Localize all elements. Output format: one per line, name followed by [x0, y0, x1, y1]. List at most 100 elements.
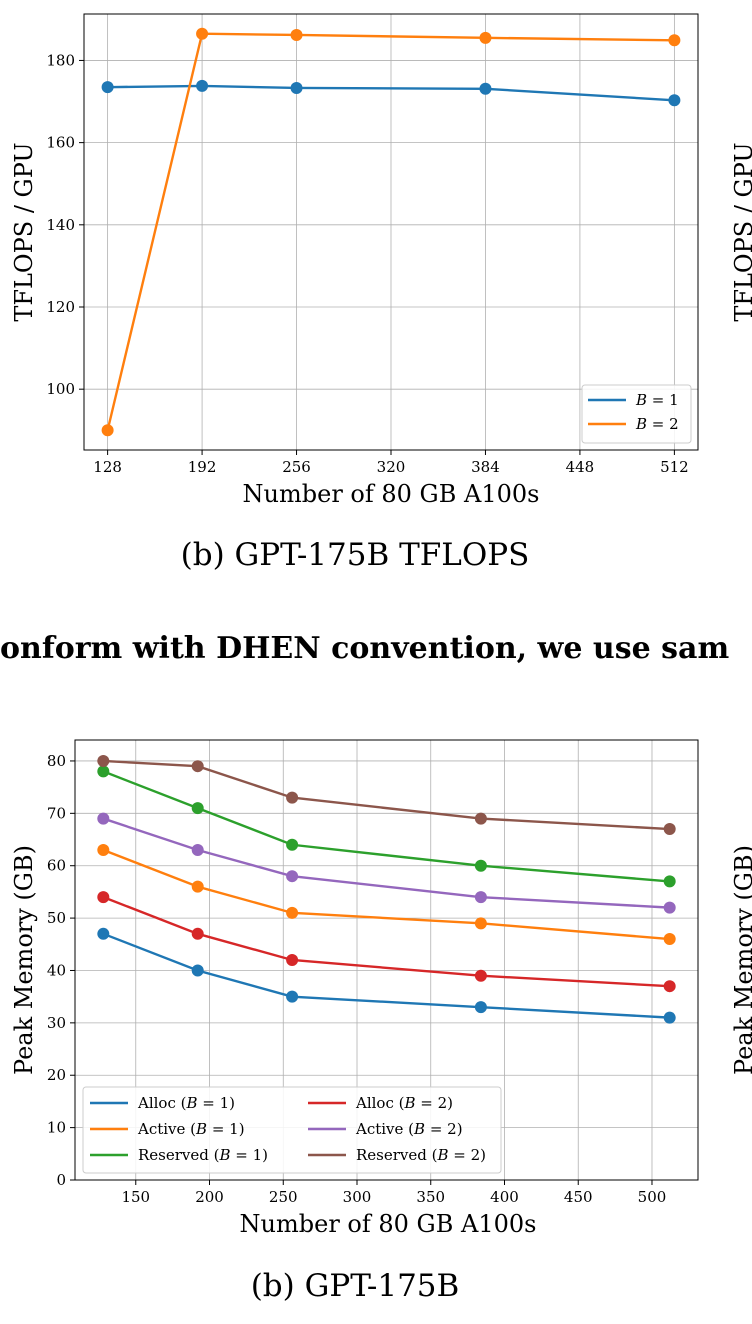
- top-x-tick-label: 256: [282, 458, 311, 476]
- bottom-ticks: 150 200 250 300 350 400 450 500 0 10 20 30 40 50 60 70 8…: [47, 752, 666, 1206]
- top-chart: 128 192 256 320 384 448 512 100 120 140 160 180 Num…: [10, 13, 752, 573]
- bottom-data-point: [286, 906, 299, 919]
- bottom-legend-entry: Alloc (B = 1): [137, 1094, 235, 1112]
- bottom-x-tick-label: 400: [490, 1188, 519, 1206]
- body-text-fragment: onform with DHEN convention, we use sam: [0, 631, 729, 666]
- top-data-point: [101, 424, 114, 437]
- bottom-y-tick-label: 0: [56, 1171, 66, 1189]
- bottom-data-point: [474, 917, 487, 930]
- bottom-y-tick-label: 60: [47, 857, 66, 875]
- bottom-data-point: [286, 791, 299, 804]
- bottom-data-point: [286, 990, 299, 1003]
- bottom-x-axis-label: Number of 80 GB A100s: [240, 1210, 537, 1238]
- top-y-tick-label: 180: [46, 51, 75, 69]
- top-data-point: [479, 82, 492, 95]
- top-data-point: [196, 79, 209, 92]
- top-x-tick-label: 384: [471, 458, 500, 476]
- bottom-data-point: [191, 964, 204, 977]
- bottom-data-point: [474, 812, 487, 825]
- bottom-legend: Alloc (B = 1) Active (B = 1) Reserved (B =…: [82, 1086, 502, 1174]
- bottom-series-line-6: [103, 759, 670, 831]
- bottom-data-point: [474, 969, 487, 982]
- bottom-legend-entry: Reserved (B = 2): [356, 1146, 486, 1164]
- bottom-data-point: [191, 760, 204, 773]
- top-x-tick-label: 128: [93, 458, 122, 476]
- bottom-series-line-4: [102, 896, 670, 988]
- bottom-data-point: [97, 927, 110, 940]
- top-series-lines: [101, 27, 681, 437]
- bottom-data-point: [663, 933, 676, 946]
- bottom-data-point: [97, 812, 110, 825]
- bottom-chart: 150 200 250 300 350 400 450 500 0 10 20 30 40 50 60 70 8…: [10, 739, 752, 1304]
- bottom-data-point: [286, 838, 299, 851]
- bottom-x-tick-label: 250: [269, 1188, 298, 1206]
- top-data-point: [196, 27, 209, 40]
- bottom-x-tick-label: 300: [343, 1188, 372, 1206]
- top-data-point: [290, 28, 303, 41]
- bottom-legend-entry: Active (B = 1): [137, 1120, 245, 1138]
- bottom-y-tick-label: 20: [47, 1066, 66, 1084]
- bottom-series-line-1: [102, 932, 670, 1019]
- top-caption: (b) GPT-175B TFLOPS: [181, 537, 530, 573]
- bottom-data-point: [97, 765, 110, 778]
- top-right-cut-label: TFLOPS / GPU: [730, 142, 752, 321]
- bottom-legend-entry: Active (B = 2): [355, 1120, 463, 1138]
- top-data-point: [668, 94, 681, 107]
- top-data-point: [101, 81, 114, 94]
- bottom-y-tick-label: 40: [47, 961, 66, 979]
- top-x-tick-label: 192: [188, 458, 217, 476]
- top-y-tick-label: 100: [46, 380, 75, 398]
- bottom-data-point: [97, 844, 110, 856]
- bottom-series-line-2: [102, 848, 670, 941]
- top-x-axis-label: Number of 80 GB A100s: [243, 480, 540, 508]
- bottom-data-point: [191, 802, 204, 815]
- top-legend-entry: B = 1: [635, 391, 679, 409]
- bottom-data-point: [286, 954, 299, 966]
- bottom-data-point: [663, 823, 676, 836]
- bottom-data-point: [663, 1011, 676, 1024]
- bottom-y-tick-label: 10: [47, 1119, 66, 1137]
- bottom-y-tick-label: 70: [47, 804, 66, 822]
- top-ticks: 128 192 256 320 384 448 512 100 120 140 160 180: [46, 51, 688, 476]
- bottom-legend-entry: Reserved (B = 1): [138, 1146, 268, 1164]
- bottom-data-point: [97, 754, 110, 767]
- bottom-data-point: [474, 859, 487, 872]
- bottom-data-point: [191, 927, 204, 940]
- bottom-data-point: [191, 844, 204, 856]
- bottom-data-point: [663, 980, 676, 993]
- top-x-tick-label: 512: [660, 458, 689, 476]
- bottom-legend-entry: Alloc (B = 2): [355, 1094, 453, 1112]
- top-y-axis-label: TFLOPS / GPU: [10, 142, 38, 321]
- bottom-data-point: [663, 875, 676, 888]
- top-x-tick-label: 448: [566, 458, 595, 476]
- top-data-point: [290, 81, 303, 94]
- bottom-y-tick-label: 30: [47, 1014, 66, 1032]
- top-legend-entry: B = 2: [635, 415, 679, 433]
- bottom-x-tick-label: 500: [638, 1188, 667, 1206]
- top-x-tick-label: 320: [377, 458, 406, 476]
- bottom-y-tick-label: 80: [47, 752, 66, 770]
- bottom-data-point: [474, 1001, 487, 1014]
- top-y-tick-label: 120: [46, 298, 75, 316]
- bottom-data-point: [663, 901, 676, 914]
- bottom-y-axis-label: Peak Memory (GB): [10, 845, 38, 1075]
- bottom-data-point: [286, 870, 299, 883]
- bottom-plot-frame: [74, 739, 699, 1181]
- top-data-point: [479, 31, 492, 44]
- bottom-data-point: [191, 880, 204, 893]
- bottom-series-lines: [97, 754, 676, 1024]
- bottom-x-tick-label: 150: [121, 1188, 150, 1206]
- top-y-tick-label: 160: [46, 134, 75, 152]
- bottom-caption: (b) GPT-175B: [251, 1268, 460, 1304]
- bottom-x-tick-label: 200: [195, 1188, 224, 1206]
- bottom-data-point: [474, 891, 487, 904]
- bottom-y-tick-label: 50: [47, 909, 66, 927]
- top-legend: B = 1 B = 2: [581, 384, 692, 444]
- bottom-series-line-5: [102, 817, 670, 909]
- bottom-right-cut-label: Peak Memory (GB): [730, 845, 752, 1075]
- bottom-data-point: [97, 891, 110, 904]
- bottom-series-line-3: [102, 770, 670, 883]
- bottom-x-tick-label: 450: [564, 1188, 593, 1206]
- top-y-tick-label: 140: [46, 216, 75, 234]
